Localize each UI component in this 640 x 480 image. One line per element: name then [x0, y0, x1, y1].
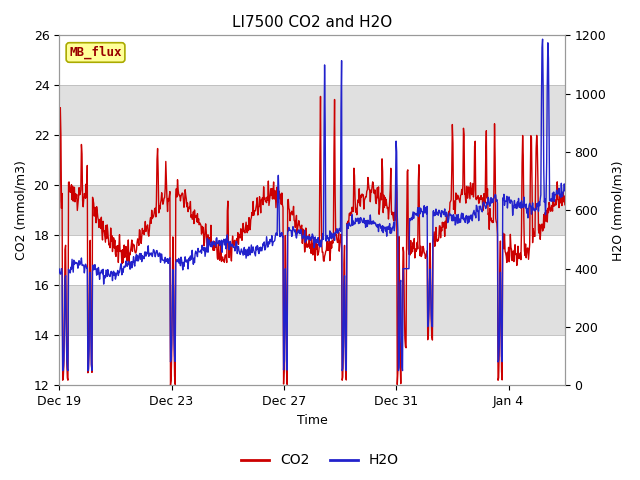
- Bar: [59, 285, 565, 336]
- Bar: [59, 85, 565, 135]
- X-axis label: Time: Time: [296, 414, 328, 427]
- Y-axis label: CO2 (mmol/m3): CO2 (mmol/m3): [15, 160, 28, 260]
- Text: MB_flux: MB_flux: [69, 46, 122, 59]
- Bar: [59, 185, 565, 235]
- Bar: [59, 235, 565, 285]
- Bar: [59, 135, 565, 185]
- Title: LI7500 CO2 and H2O: LI7500 CO2 and H2O: [232, 15, 392, 30]
- Bar: [59, 36, 565, 85]
- Bar: [59, 336, 565, 385]
- Y-axis label: H2O (mmol/m3): H2O (mmol/m3): [612, 160, 625, 261]
- Legend: CO2, H2O: CO2, H2O: [236, 448, 404, 473]
